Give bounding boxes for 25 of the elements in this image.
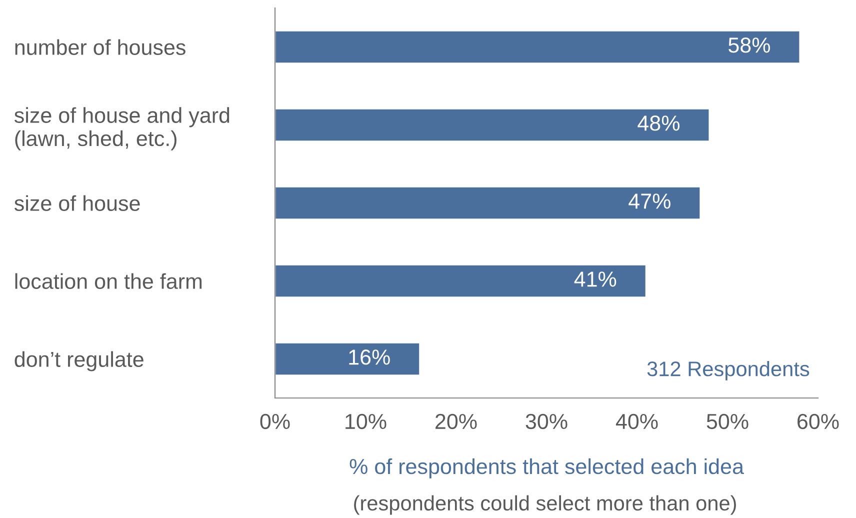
y-tick-label: size of house and yard (lawn, shed, etc.) bbox=[14, 107, 230, 150]
y-tick-label: location on the farm bbox=[15, 273, 202, 290]
x-tick-label: 30% bbox=[526, 414, 568, 430]
x-axis-title: % of respondents that selected each idea bbox=[350, 458, 744, 478]
y-tick-label: don’t regulate bbox=[14, 351, 144, 372]
x-tick-label: 60% bbox=[798, 414, 839, 430]
x-tick-label: 10% bbox=[346, 414, 386, 430]
bar bbox=[275, 108, 710, 142]
y-tick-label: number of houses bbox=[15, 39, 186, 56]
data-label: 58% bbox=[728, 38, 770, 53]
x-tick-label: 0% bbox=[260, 414, 290, 430]
data-label: 41% bbox=[574, 272, 616, 287]
text: (respondents could select more than one) bbox=[354, 495, 736, 515]
annotation: 312 Respondents bbox=[647, 360, 810, 380]
bar bbox=[275, 264, 647, 298]
bar bbox=[275, 342, 420, 376]
data-label: 47% bbox=[628, 194, 670, 209]
x-tick-label: 50% bbox=[706, 414, 748, 430]
data-label: 48% bbox=[638, 116, 680, 131]
bar bbox=[275, 30, 801, 64]
data-label: 16% bbox=[349, 350, 390, 365]
y-tick-label: size of house bbox=[14, 195, 140, 212]
bar bbox=[275, 186, 702, 220]
x-tick-label: 40% bbox=[616, 414, 658, 430]
x-tick-label: 20% bbox=[436, 414, 477, 430]
